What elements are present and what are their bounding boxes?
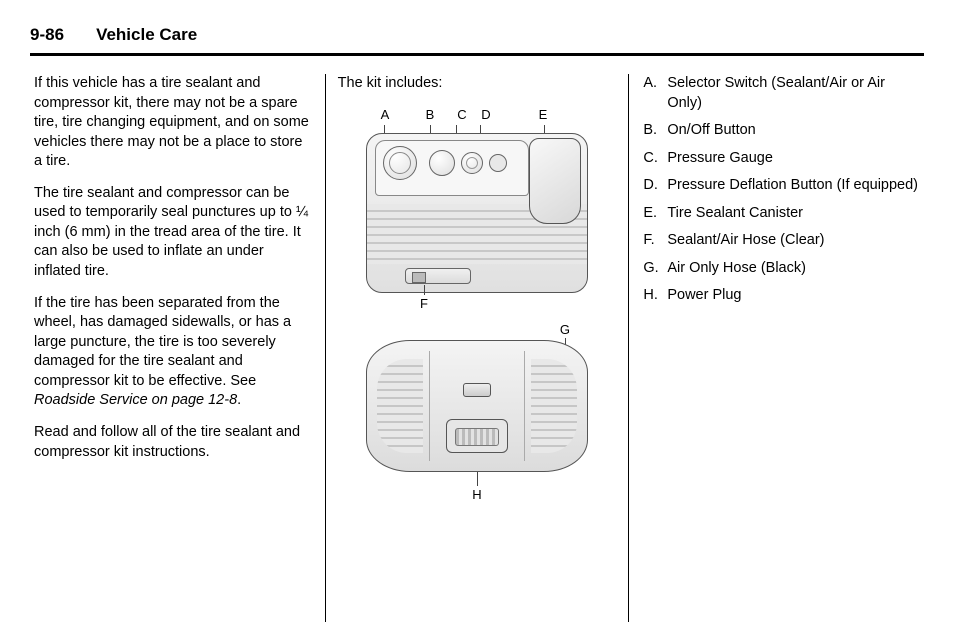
list-item: A. Selector Switch (Sealant/Air or Air On… — [641, 74, 920, 113]
diagram-label-h: H — [362, 486, 592, 504]
para-usage: The tire sealant and compressor can be u… — [34, 184, 313, 282]
item-text: Tire Sealant Canister — [667, 205, 803, 221]
hose-slot-icon — [405, 268, 471, 284]
item-text: Sealant/Air Hose (Clear) — [667, 232, 824, 248]
item-letter: C. — [643, 149, 658, 169]
roadside-service-ref: Roadside Service on page 12-8 — [34, 392, 237, 408]
item-letter: E. — [643, 204, 657, 224]
item-letter: B. — [643, 121, 657, 141]
list-item: E. Tire Sealant Canister — [641, 204, 920, 224]
item-letter: D. — [643, 176, 658, 196]
para-intro: If this vehicle has a tire sealant and c… — [34, 74, 313, 172]
item-letter: A. — [643, 74, 657, 94]
list-item: F. Sealant/Air Hose (Clear) — [641, 231, 920, 251]
power-plug-well-icon — [446, 419, 508, 453]
kit-includes-label: The kit includes: — [338, 74, 617, 94]
item-text: Power Plug — [667, 287, 741, 303]
column-1: If this vehicle has a tire sealant and c… — [30, 74, 325, 622]
content-columns: If this vehicle has a tire sealant and c… — [30, 74, 924, 622]
page-header: 9-86 Vehicle Care — [30, 24, 924, 56]
diagram-label-e: E — [528, 106, 558, 124]
diagram-label-a: A — [370, 106, 400, 124]
list-item: C. Pressure Gauge — [641, 149, 920, 169]
item-text: Air Only Hose (Black) — [667, 260, 806, 276]
tick-d — [480, 125, 481, 133]
para-limits-b: . — [237, 392, 241, 408]
diagram-label-f: F — [420, 295, 592, 313]
item-letter: H. — [643, 286, 658, 306]
selector-switch-icon — [383, 146, 417, 180]
column-2: The kit includes: A B C D E — [326, 74, 629, 622]
pressure-gauge-icon — [461, 152, 483, 174]
item-text: Pressure Gauge — [667, 150, 773, 166]
item-letter: G. — [643, 259, 658, 279]
tick-a — [384, 125, 385, 133]
diagram-label-b: B — [410, 106, 450, 124]
air-hose-slot-icon — [463, 383, 491, 397]
item-text: On/Off Button — [667, 122, 755, 138]
item-letter: F. — [643, 231, 654, 251]
on-off-button-icon — [429, 150, 455, 176]
item-text: Selector Switch (Sealant/Air or Air Only… — [667, 75, 885, 111]
deflation-button-icon — [489, 154, 507, 172]
page-number: 9-86 — [30, 24, 64, 47]
tick-b — [430, 125, 431, 133]
section-title: Vehicle Care — [96, 24, 197, 47]
diagram-label-g: G — [362, 321, 570, 339]
tick-c — [456, 125, 457, 133]
para-read-instructions: Read and follow all of the tire sealant … — [34, 423, 313, 462]
list-item: G. Air Only Hose (Black) — [641, 259, 920, 279]
compressor-bottom-view — [366, 340, 588, 472]
list-item: B. On/Off Button — [641, 121, 920, 141]
device2-ridges-right — [531, 359, 577, 453]
device2-mid — [429, 351, 525, 461]
item-text: Pressure Deflation Button (If equipped) — [667, 177, 918, 193]
compressor-kit-diagram: A B C D E — [362, 106, 592, 504]
para-limits: If the tire has been separated from the … — [34, 294, 313, 411]
list-item: H. Power Plug — [641, 286, 920, 306]
diagram-top-labels: A B C D E — [362, 106, 592, 124]
diagram-label-c: C — [450, 106, 474, 124]
diagram-tick-row — [362, 125, 592, 133]
tick-e — [544, 125, 545, 133]
list-item: D. Pressure Deflation Button (If equipped… — [641, 176, 920, 196]
diagram-label-d: D — [474, 106, 498, 124]
sealant-canister-icon — [529, 138, 581, 224]
compressor-top-view — [366, 133, 588, 293]
column-3: A. Selector Switch (Sealant/Air or Air On… — [629, 74, 924, 622]
device2-ridges-left — [377, 359, 423, 453]
kit-parts-list: A. Selector Switch (Sealant/Air or Air On… — [641, 74, 920, 306]
para-limits-a: If the tire has been separated from the … — [34, 295, 291, 389]
